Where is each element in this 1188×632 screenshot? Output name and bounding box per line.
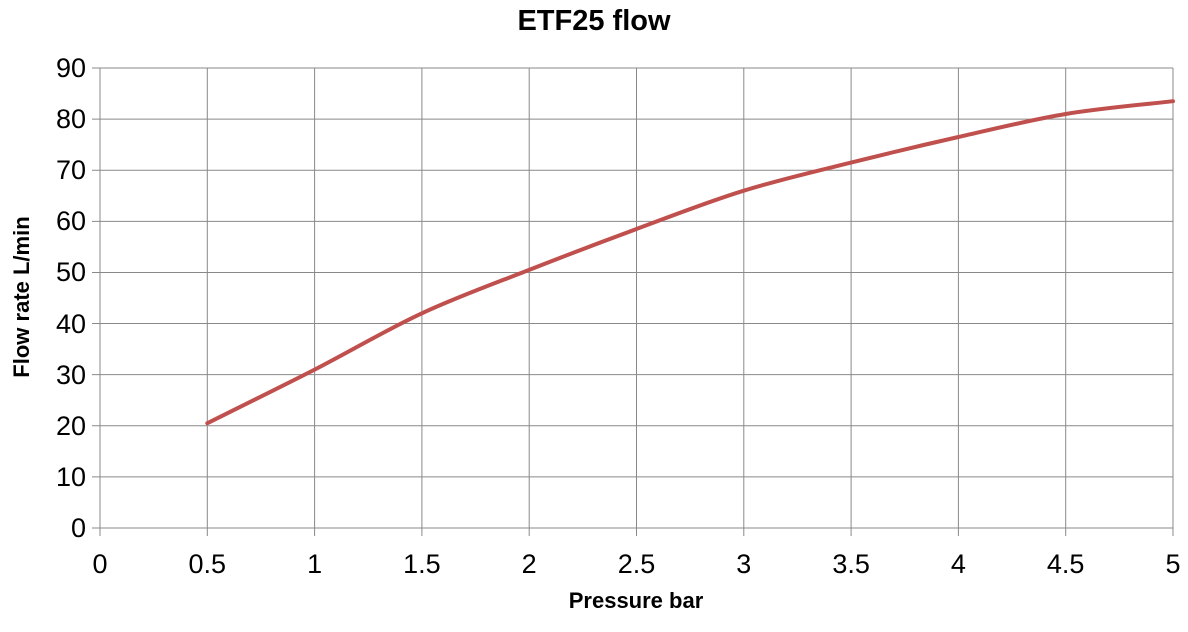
y-tick-label: 0	[70, 513, 86, 543]
y-tick-label: 90	[55, 53, 86, 83]
y-tick-label: 80	[55, 104, 86, 135]
x-tick-label: 5	[1165, 549, 1181, 579]
x-tick-label: 1.5	[403, 549, 441, 579]
x-tick-label: 4	[950, 549, 966, 579]
x-tick-label: 4.5	[1046, 549, 1085, 579]
x-tick-label: 3	[736, 549, 752, 579]
chart-title: ETF25 flow	[517, 5, 671, 37]
y-tick-label: 50	[55, 257, 86, 288]
x-tick-label: 2	[521, 549, 537, 579]
y-tick-label: 70	[55, 155, 86, 186]
y-tick-label: 30	[55, 359, 86, 390]
y-tick-label: 60	[55, 206, 86, 237]
y-tick-label: 20	[55, 410, 86, 441]
y-tick-label: 40	[55, 308, 86, 339]
x-tick-label: 0	[92, 549, 108, 579]
x-tick-label: 1	[307, 549, 323, 579]
x-tick-label: 2.5	[617, 549, 656, 579]
x-axis-title: Pressure bar	[568, 588, 704, 613]
series-line	[205, 99, 1175, 426]
x-tick-label: 3.5	[832, 549, 870, 579]
x-tick-label: 0.5	[188, 549, 227, 579]
y-tick-label: 10	[55, 461, 86, 492]
